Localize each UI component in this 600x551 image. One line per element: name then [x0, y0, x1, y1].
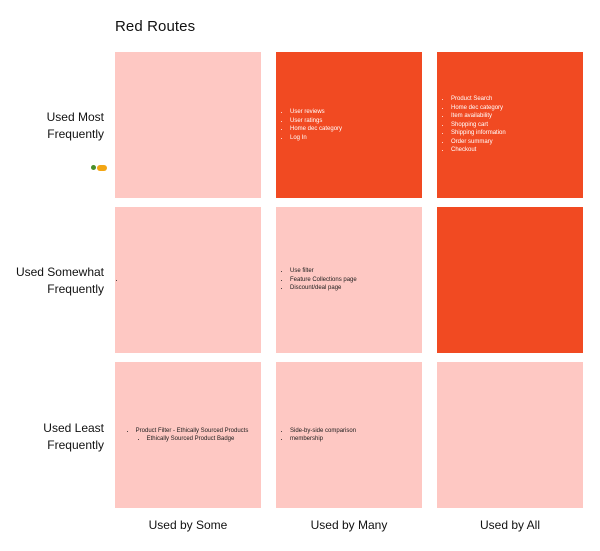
user-badge-icon[interactable] — [91, 164, 107, 171]
cell-list: Side-by-side comparison membership — [276, 427, 356, 444]
row-label-line: Frequently — [47, 438, 104, 452]
column-label-all: Used by All — [479, 518, 541, 532]
list-item-text: Product Filter - Ethically Sourced Produ… — [135, 427, 249, 434]
cell-somewhat-all[interactable] — [437, 207, 583, 353]
list-item: User reviews — [290, 108, 342, 117]
row-label-most: Used Most Frequently — [0, 109, 104, 143]
list-item: Order summary — [451, 138, 506, 147]
cell-list: Product Search Home dec category Item av… — [437, 95, 506, 155]
list-item: Ethically Sourced Product Badge — [147, 435, 249, 444]
cell-most-all[interactable]: Product Search Home dec category Item av… — [437, 52, 583, 198]
list-item: Item availability — [451, 112, 506, 121]
cell-least-many[interactable]: Side-by-side comparison membership — [276, 362, 422, 508]
cell-list: User reviews User ratings Home dec categ… — [276, 108, 342, 142]
list-item: Product Filter - Ethically Sourced Produ… — [136, 427, 249, 444]
cell-list: Use filter Feature Collections page Disc… — [276, 267, 357, 293]
row-label-line: Used Somewhat — [15, 265, 104, 279]
cell-somewhat-some[interactable] — [115, 207, 261, 353]
cell-least-all[interactable] — [437, 362, 583, 508]
cell-least-some[interactable]: Product Filter - Ethically Sourced Produ… — [115, 362, 261, 508]
column-label-many: Used by Many — [310, 518, 388, 532]
list-item: Discount/deal page — [290, 284, 357, 293]
sub-list: Ethically Sourced Product Badge — [136, 435, 249, 444]
list-item: membership — [290, 435, 356, 444]
list-item: Product Search — [451, 95, 506, 104]
badge-dot — [91, 165, 96, 170]
page-title: Red Routes — [115, 18, 196, 35]
cell-most-some[interactable] — [115, 52, 261, 198]
list-item: Home dec category — [290, 125, 342, 134]
row-label-least: Used Least Frequently — [0, 420, 104, 454]
list-item: Feature Collections page — [290, 276, 357, 285]
row-label-line: Used Least — [43, 421, 104, 435]
cell-list: Product Filter - Ethically Sourced Produ… — [128, 427, 249, 444]
row-label-line: Used Most — [46, 110, 104, 124]
row-label-line: Frequently — [47, 282, 104, 296]
list-item: Shopping cart — [451, 121, 506, 130]
cell-most-many[interactable]: User reviews User ratings Home dec categ… — [276, 52, 422, 198]
list-item: Side-by-side comparison — [290, 427, 356, 436]
cell-somewhat-many[interactable]: Use filter Feature Collections page Disc… — [276, 207, 422, 353]
row-label-line: Frequently — [47, 127, 104, 141]
list-item: Log In — [290, 134, 342, 143]
list-item: Use filter — [290, 267, 357, 276]
column-label-some: Used by Some — [148, 518, 228, 532]
badge-body — [97, 164, 107, 171]
row-label-somewhat: Used Somewhat Frequently — [0, 264, 104, 298]
list-item: Home dec category — [451, 104, 506, 113]
list-item: Checkout — [451, 146, 506, 155]
cell-list — [115, 276, 125, 285]
list-item: Shipping information — [451, 129, 506, 138]
list-item: User ratings — [290, 117, 342, 126]
